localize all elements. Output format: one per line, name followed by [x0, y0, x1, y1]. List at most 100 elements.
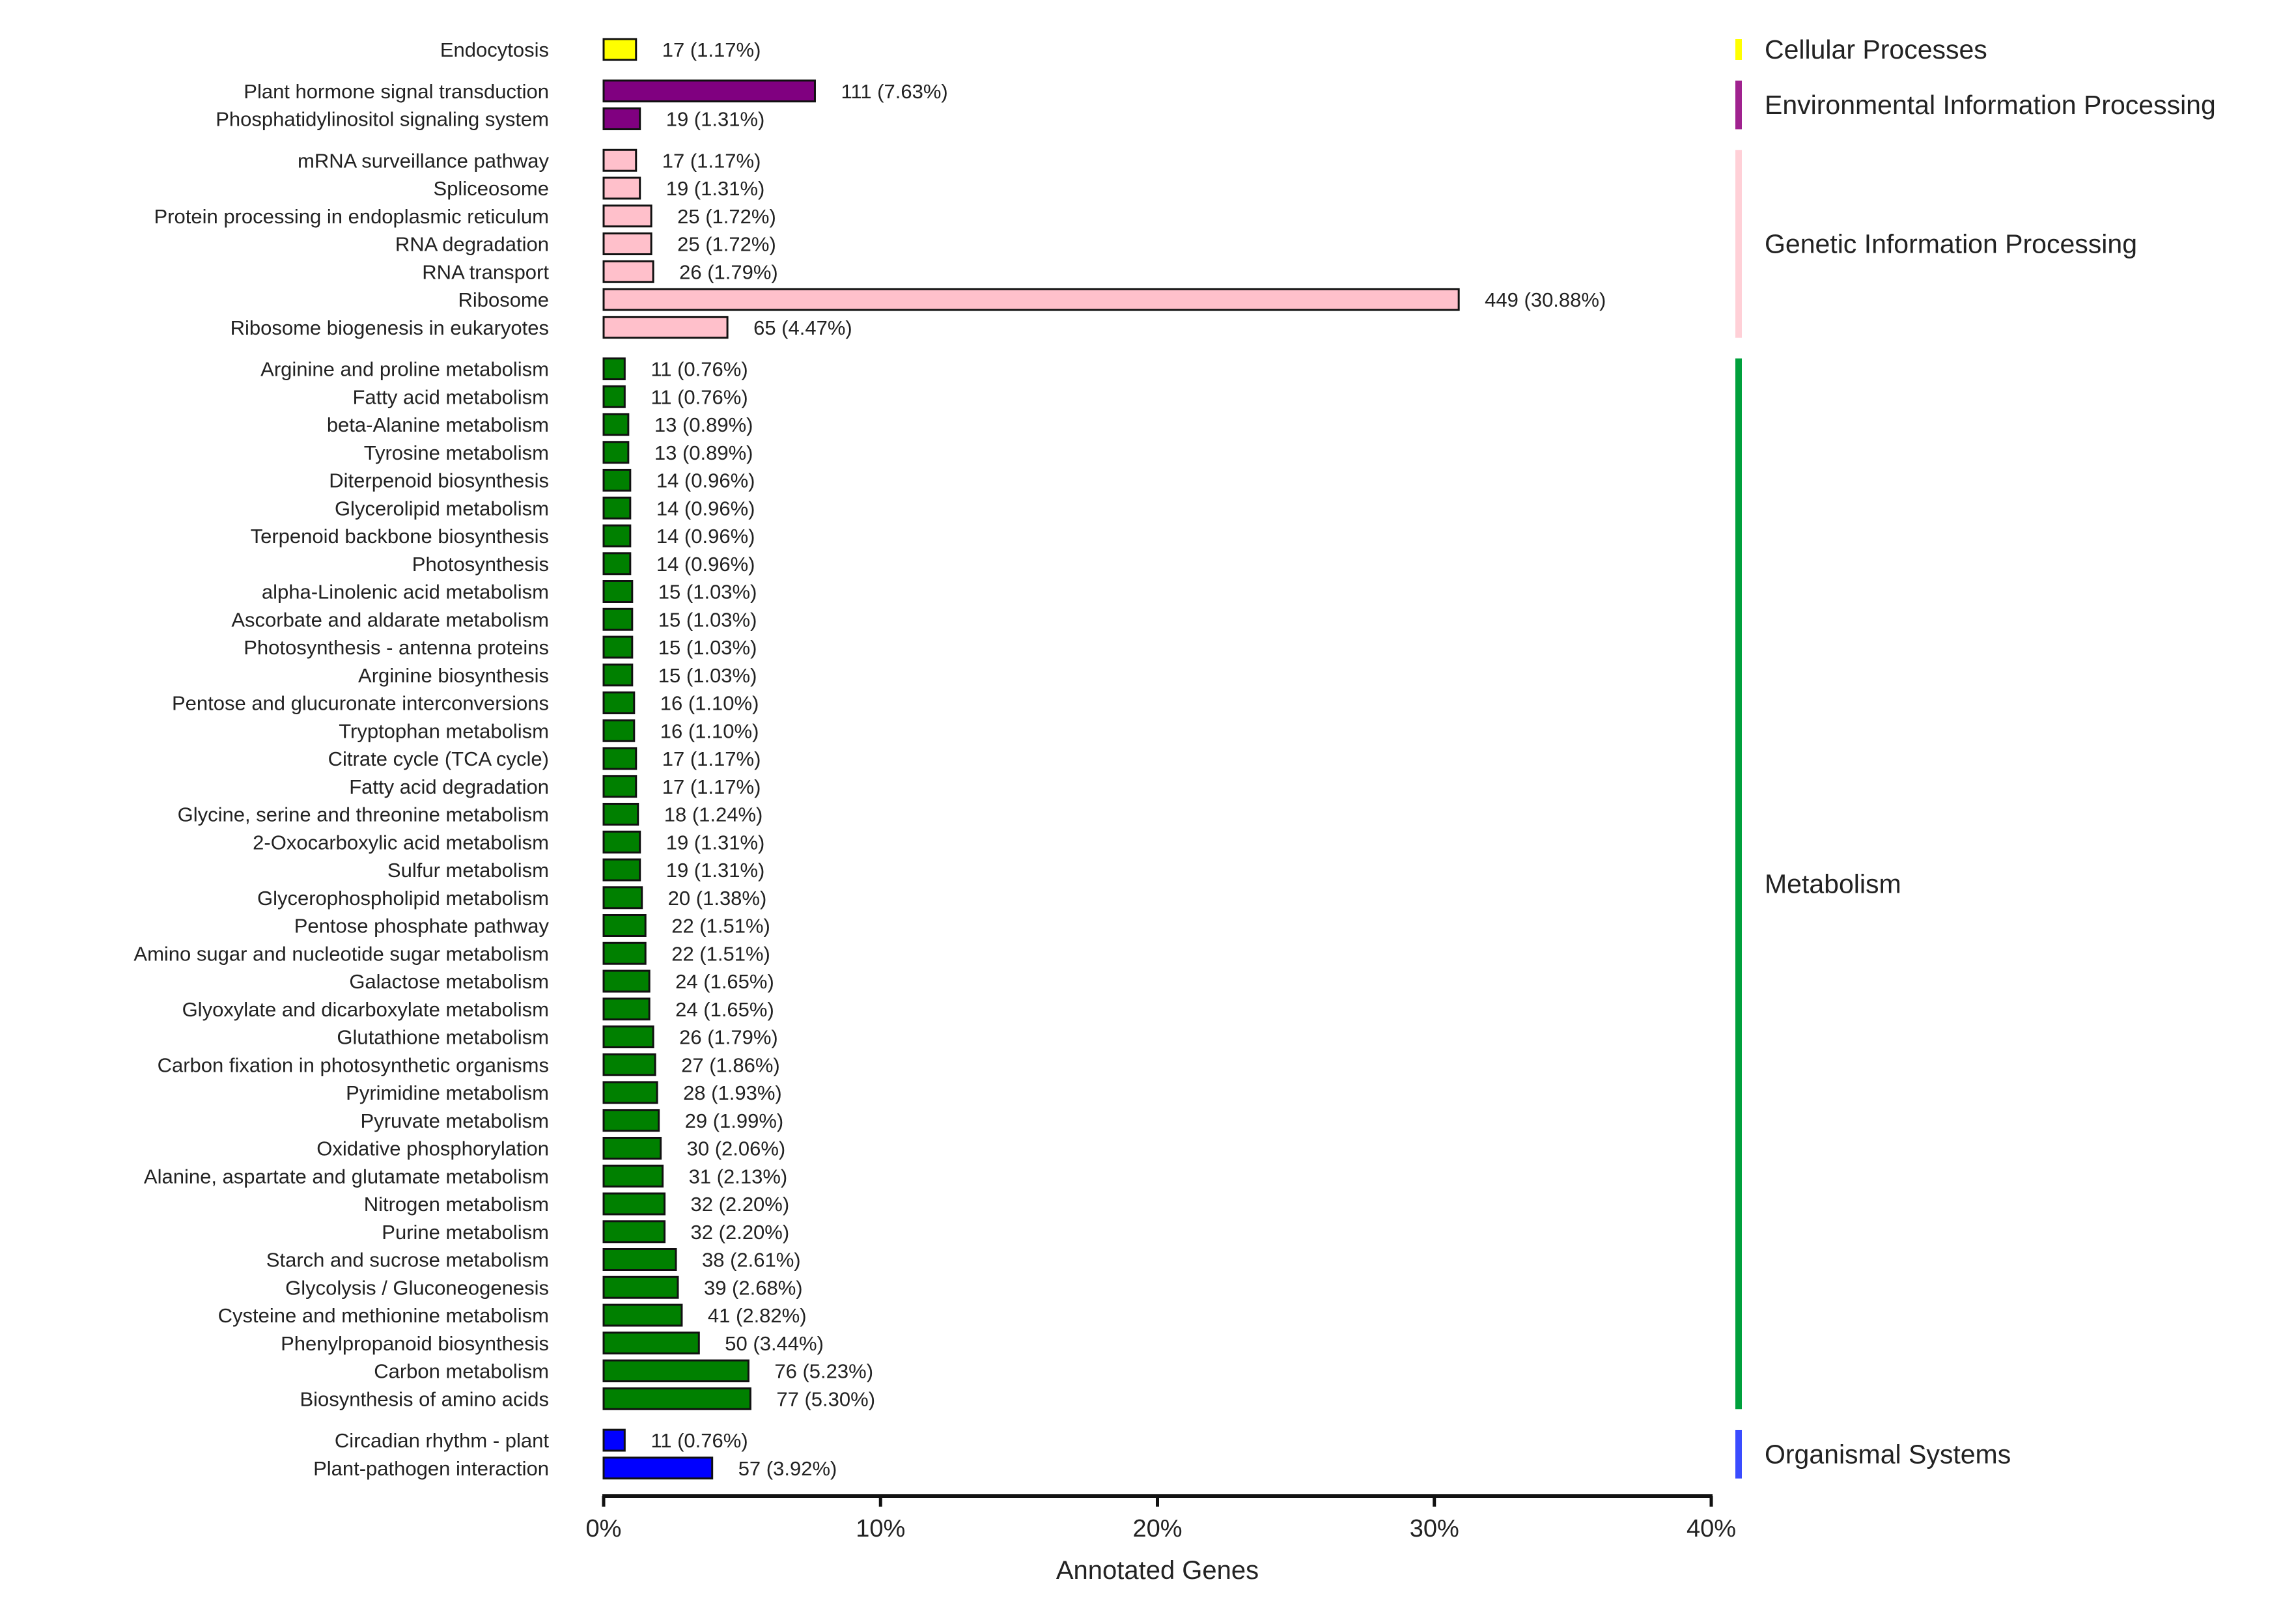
x-tick-label: 40% — [1687, 1515, 1736, 1542]
bar — [602, 1025, 654, 1048]
bar-value-label: 22 (1.51%) — [671, 915, 770, 938]
pathway-label: Ribosome — [458, 288, 549, 311]
x-tick-label: 30% — [1410, 1515, 1459, 1542]
pathway-label: Glyoxylate and dicarboxylate metabolism — [182, 998, 549, 1021]
bar — [602, 357, 626, 380]
bar — [602, 1331, 700, 1355]
pathway-label: Plant-pathogen interaction — [313, 1457, 549, 1480]
bar — [602, 1081, 658, 1104]
bar — [602, 1275, 679, 1299]
pathway-label: Biosynthesis of amino acids — [300, 1387, 549, 1410]
pathway-label: Endocytosis — [440, 38, 549, 61]
bar-value-label: 13 (0.89%) — [654, 413, 753, 436]
bar — [602, 1137, 662, 1160]
bar — [602, 107, 641, 130]
category-label: Organismal Systems — [1765, 1439, 2011, 1469]
chart-rows: Endocytosis 17 (1.17%) Plant hormone signa… — [133, 38, 1606, 1480]
x-tick-label: 10% — [856, 1515, 905, 1542]
bar — [602, 747, 637, 770]
bar-value-label: 32 (2.20%) — [691, 1193, 790, 1216]
bar — [602, 886, 643, 910]
bar-value-label: 11 (0.76%) — [651, 1429, 748, 1452]
bar-value-label: 26 (1.79%) — [679, 260, 778, 283]
pathway-label: Plant hormone signal transduction — [244, 80, 549, 103]
pathway-label: Fatty acid metabolism — [353, 385, 550, 408]
pathway-label: alpha-Linolenic acid metabolism — [262, 581, 549, 604]
bar-value-label: 50 (3.44%) — [725, 1332, 824, 1355]
pathway-label: Alanine, aspartate and glutamate metabol… — [144, 1165, 549, 1188]
bar-value-label: 14 (0.96%) — [656, 525, 755, 548]
pathway-label: Oxidative phosphorylation — [316, 1137, 549, 1160]
bar-value-label: 449 (30.88%) — [1485, 288, 1606, 311]
bar-value-label: 19 (1.31%) — [666, 831, 765, 854]
bar — [602, 413, 630, 436]
category-indicator-line — [1735, 1430, 1742, 1479]
bar-value-label: 17 (1.17%) — [662, 747, 761, 770]
bar — [602, 635, 634, 659]
pathway-label: Glycolysis / Gluconeogenesis — [285, 1276, 549, 1299]
bar-value-label: 29 (1.99%) — [685, 1109, 784, 1132]
pathway-label: Starch and sucrose metabolism — [266, 1249, 549, 1272]
bar — [602, 969, 651, 993]
bar-value-label: 27 (1.86%) — [681, 1053, 780, 1076]
bar — [602, 79, 816, 103]
bar — [602, 858, 641, 882]
pathway-label: Cysteine and methionine metabolism — [218, 1304, 549, 1327]
pathway-label: Terpenoid backbone biosynthesis — [251, 525, 549, 548]
category-indicator-line — [1735, 358, 1742, 1410]
bar — [602, 803, 639, 826]
pathway-label: Tyrosine metabolism — [364, 441, 549, 464]
bar-value-label: 11 (0.76%) — [651, 385, 748, 408]
bar-value-label: 31 (2.13%) — [689, 1165, 788, 1188]
pathway-label: Sulfur metabolism — [387, 859, 549, 882]
bar — [602, 469, 632, 492]
bar-value-label: 22 (1.51%) — [671, 942, 770, 965]
pathway-label: Carbon metabolism — [374, 1360, 549, 1383]
bar-value-label: 14 (0.96%) — [656, 497, 755, 520]
bar-value-label: 15 (1.03%) — [658, 581, 757, 604]
bar — [602, 385, 626, 408]
category-label: Environmental Information Processing — [1765, 90, 2216, 120]
bar-value-label: 15 (1.03%) — [658, 608, 757, 631]
pathway-label: Phenylpropanoid biosynthesis — [281, 1332, 549, 1355]
bar — [602, 524, 632, 548]
pathway-label: RNA transport — [422, 260, 549, 283]
bar — [602, 719, 636, 742]
bar — [602, 38, 637, 61]
bar-value-label: 76 (5.23%) — [774, 1360, 873, 1383]
bar-value-label: 25 (1.72%) — [677, 205, 776, 228]
pathway-label: Ribosome biogenesis in eukaryotes — [231, 316, 549, 339]
pathway-label: Protein processing in endoplasmic reticu… — [154, 205, 549, 228]
bar — [602, 204, 652, 228]
bar — [602, 552, 632, 576]
pathway-label: 2-Oxocarboxylic acid metabolism — [253, 831, 549, 854]
pathway-label: Carbon fixation in photosynthetic organi… — [158, 1053, 549, 1076]
bar — [602, 316, 729, 339]
pathway-label: Glycerophospholipid metabolism — [257, 887, 549, 910]
bar-value-label: 32 (2.20%) — [691, 1221, 790, 1244]
bar-value-label: 17 (1.17%) — [662, 775, 761, 798]
pathway-label: Nitrogen metabolism — [364, 1193, 549, 1216]
category-label: Metabolism — [1765, 869, 1901, 899]
pathway-label: Photosynthesis — [412, 553, 549, 576]
bar-value-label: 39 (2.68%) — [704, 1276, 803, 1299]
bar-value-label: 20 (1.38%) — [668, 887, 767, 910]
category-label: Cellular Processes — [1765, 35, 1987, 64]
bar-value-label: 13 (0.89%) — [654, 441, 753, 464]
pathway-label: Galactose metabolism — [349, 970, 549, 993]
bar — [602, 260, 654, 283]
pathway-label: Pentose and glucuronate interconversions — [172, 692, 549, 715]
pathway-label: Arginine and proline metabolism — [260, 358, 549, 381]
bar-value-label: 41 (2.82%) — [708, 1304, 807, 1327]
bar — [602, 691, 636, 714]
bar-value-label: 15 (1.03%) — [658, 664, 757, 687]
bar-value-label: 15 (1.03%) — [658, 636, 757, 659]
bar — [602, 441, 630, 464]
bar — [602, 1359, 749, 1382]
bar-value-label: 19 (1.31%) — [666, 859, 765, 882]
bar — [602, 1457, 714, 1480]
pathway-label: beta-Alanine metabolism — [327, 413, 549, 436]
bar-value-label: 77 (5.30%) — [776, 1387, 875, 1410]
bar — [602, 1053, 656, 1076]
category-indicator-line — [1735, 150, 1742, 338]
